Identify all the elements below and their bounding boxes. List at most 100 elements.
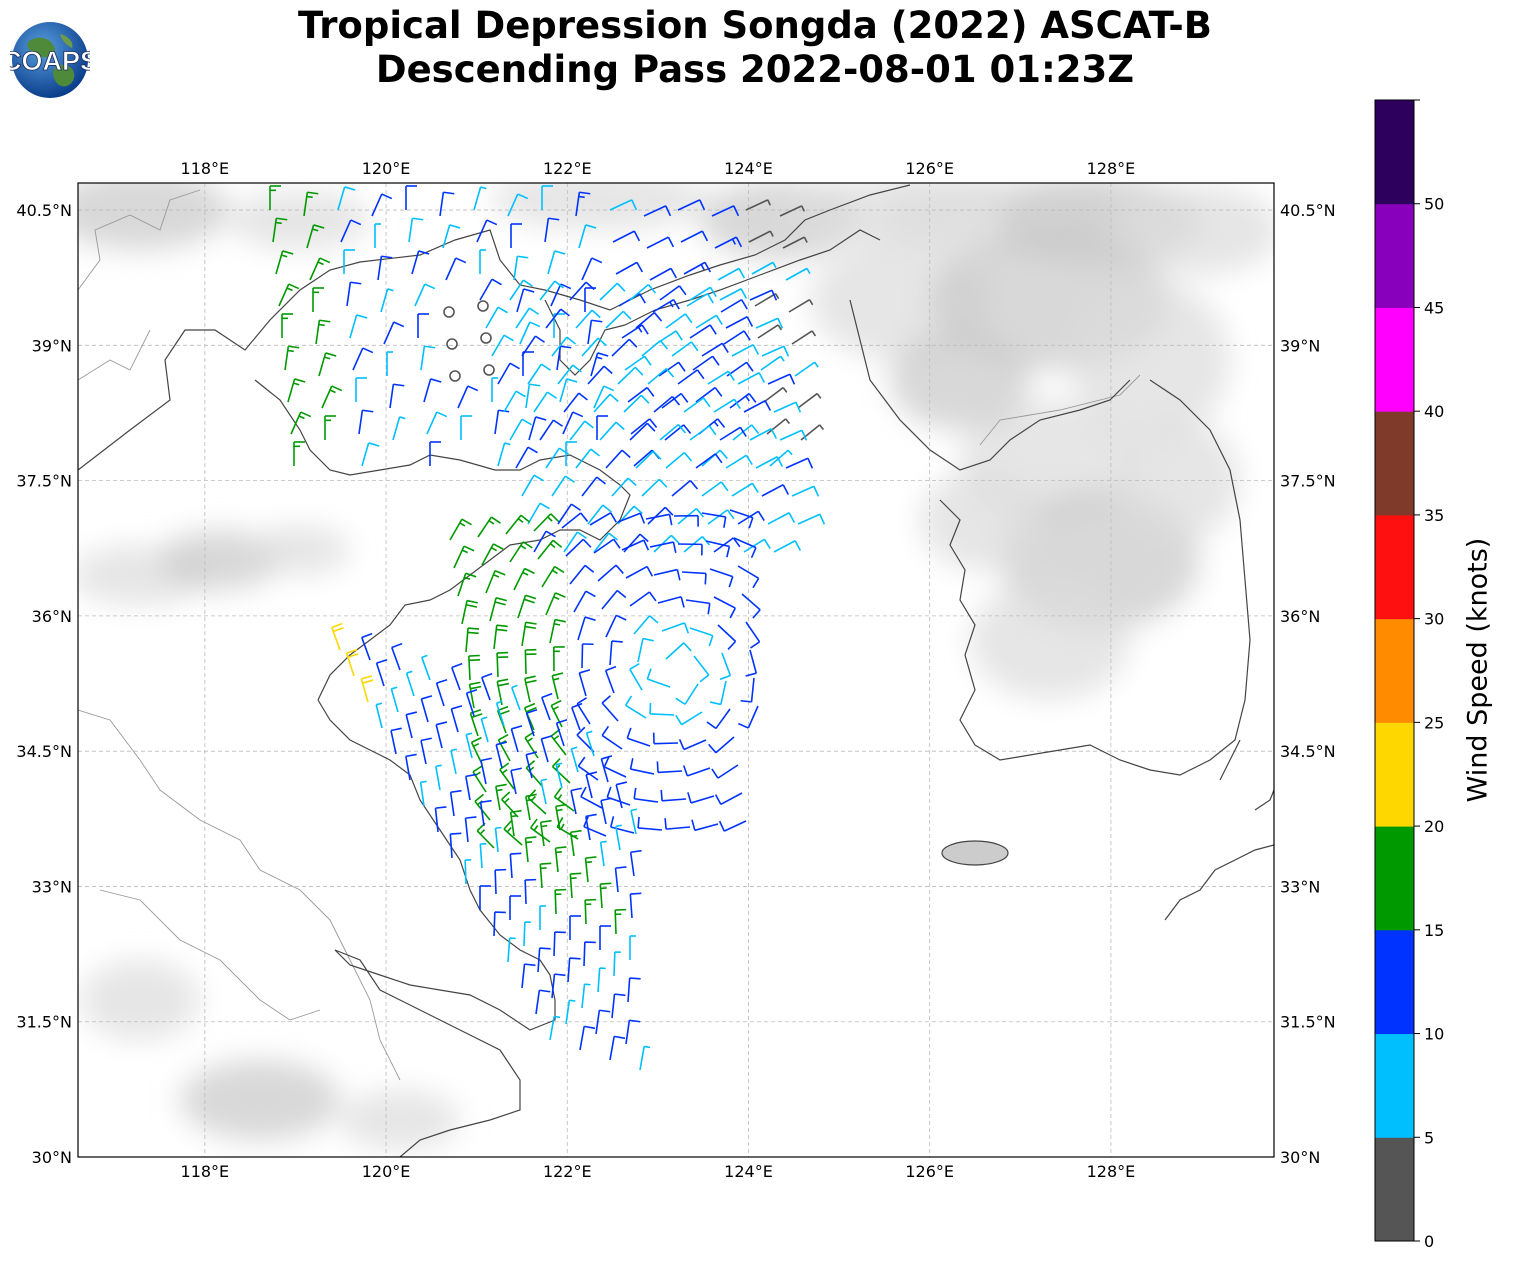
wind-barb <box>658 361 686 377</box>
wind-barb <box>597 967 606 993</box>
wind-barb <box>706 708 731 730</box>
wind-barb <box>671 341 699 357</box>
lon-tick-label-top: 118°E <box>181 159 230 178</box>
wind-barb <box>646 236 675 249</box>
coastline-segment <box>849 299 1131 471</box>
wind-barb <box>434 806 447 833</box>
wind-barb <box>309 257 331 281</box>
wind-barb <box>493 624 508 650</box>
wind-barb <box>550 699 563 728</box>
wind-barb <box>480 332 492 344</box>
wind-barb <box>701 342 729 357</box>
wind-barb <box>479 249 486 274</box>
wind-barb <box>565 538 592 557</box>
wind-barb <box>755 456 784 469</box>
wind-barb <box>284 345 300 371</box>
border-segment <box>78 189 201 291</box>
wind-barb <box>707 509 735 525</box>
wind-barb <box>625 1019 641 1045</box>
cloud-patch <box>1120 420 1240 540</box>
wind-barb <box>540 735 553 763</box>
wind-barb <box>510 223 522 248</box>
wind-barb <box>581 643 594 669</box>
wind-barb <box>641 339 669 357</box>
wind-barb <box>708 736 735 754</box>
wind-barb <box>683 261 712 275</box>
wind-barb <box>473 186 487 211</box>
wind-barb <box>408 217 424 243</box>
wind-barb <box>587 365 613 385</box>
colorbar-bin <box>1375 514 1414 620</box>
wind-barb <box>420 737 432 765</box>
lon-tick-label-bottom: 120°E <box>362 1162 411 1181</box>
wind-barb <box>569 915 581 940</box>
wind-barb <box>485 306 508 329</box>
wind-barb <box>380 288 394 313</box>
wind-barb <box>626 727 651 747</box>
lat-tick-label-right: 36°N <box>1280 607 1320 626</box>
colorbar: 0 5 10 15 20 25 30 35 40 45 50 <box>1374 99 1444 1251</box>
wind-barb <box>732 424 760 441</box>
cloud-patch <box>160 530 280 590</box>
wind-barb <box>547 250 566 275</box>
wind-barb <box>423 378 442 403</box>
coastline-segment <box>1254 789 1274 811</box>
border-segment <box>99 889 321 1021</box>
wind-barb <box>555 719 568 747</box>
wind-barb <box>800 424 825 441</box>
wind-barb <box>743 400 772 413</box>
wind-barb <box>465 627 480 653</box>
wind-barb <box>731 482 759 497</box>
wind-barb <box>584 898 597 925</box>
lon-tick-label-bottom: 126°E <box>905 1162 954 1181</box>
wind-barb <box>675 711 703 726</box>
wind-barb <box>709 568 734 588</box>
lat-tick-label-left: 34.5°N <box>16 742 72 761</box>
wind-barb <box>495 741 508 769</box>
wind-barb <box>521 474 544 497</box>
wind-barb <box>544 217 560 243</box>
wind-barb <box>585 771 598 799</box>
lon-tick-label-top: 120°E <box>362 159 411 178</box>
wind-barb <box>509 852 522 879</box>
title-line-1: Tropical Depression Songda (2022) ASCAT-… <box>298 4 1212 47</box>
colorbar-bin <box>1375 929 1414 1035</box>
wind-barb <box>509 418 532 441</box>
wind-barb <box>723 330 751 345</box>
wind-barb <box>680 230 709 243</box>
wind-barb <box>571 702 583 731</box>
wind-barb <box>689 324 717 339</box>
cloud-patch <box>890 330 1030 430</box>
wind-barb <box>751 261 777 275</box>
wind-barb <box>720 298 748 313</box>
wind-barb <box>737 372 766 385</box>
wind-barb <box>567 957 581 983</box>
lat-tick-label-right: 33°N <box>1280 877 1320 896</box>
wind-barb <box>577 616 596 641</box>
wind-barb <box>569 872 582 899</box>
wind-barb <box>576 697 591 725</box>
wind-barb <box>645 513 673 526</box>
wind-barb <box>661 392 689 409</box>
wind-barb <box>590 352 609 377</box>
wind-barb <box>361 442 380 467</box>
wind-barb <box>545 592 566 616</box>
wind-barb <box>358 409 374 435</box>
wind-barb <box>633 615 659 635</box>
wind-barb <box>503 390 526 413</box>
wind-barb <box>714 792 743 806</box>
coastline-segment <box>254 379 631 701</box>
wind-barb <box>689 425 717 441</box>
wind-barb <box>604 665 617 694</box>
wind-barb <box>653 568 681 581</box>
wind-barb <box>647 506 674 525</box>
wind-barb <box>269 185 281 210</box>
wind-barb <box>464 859 472 885</box>
wind-barb <box>609 816 635 834</box>
coastline-segment <box>939 379 1251 776</box>
wind-barb <box>748 230 774 243</box>
wind-barb <box>794 361 819 377</box>
wind-barb <box>563 392 588 413</box>
wind-barb <box>647 367 675 385</box>
wind-barb <box>554 846 567 873</box>
